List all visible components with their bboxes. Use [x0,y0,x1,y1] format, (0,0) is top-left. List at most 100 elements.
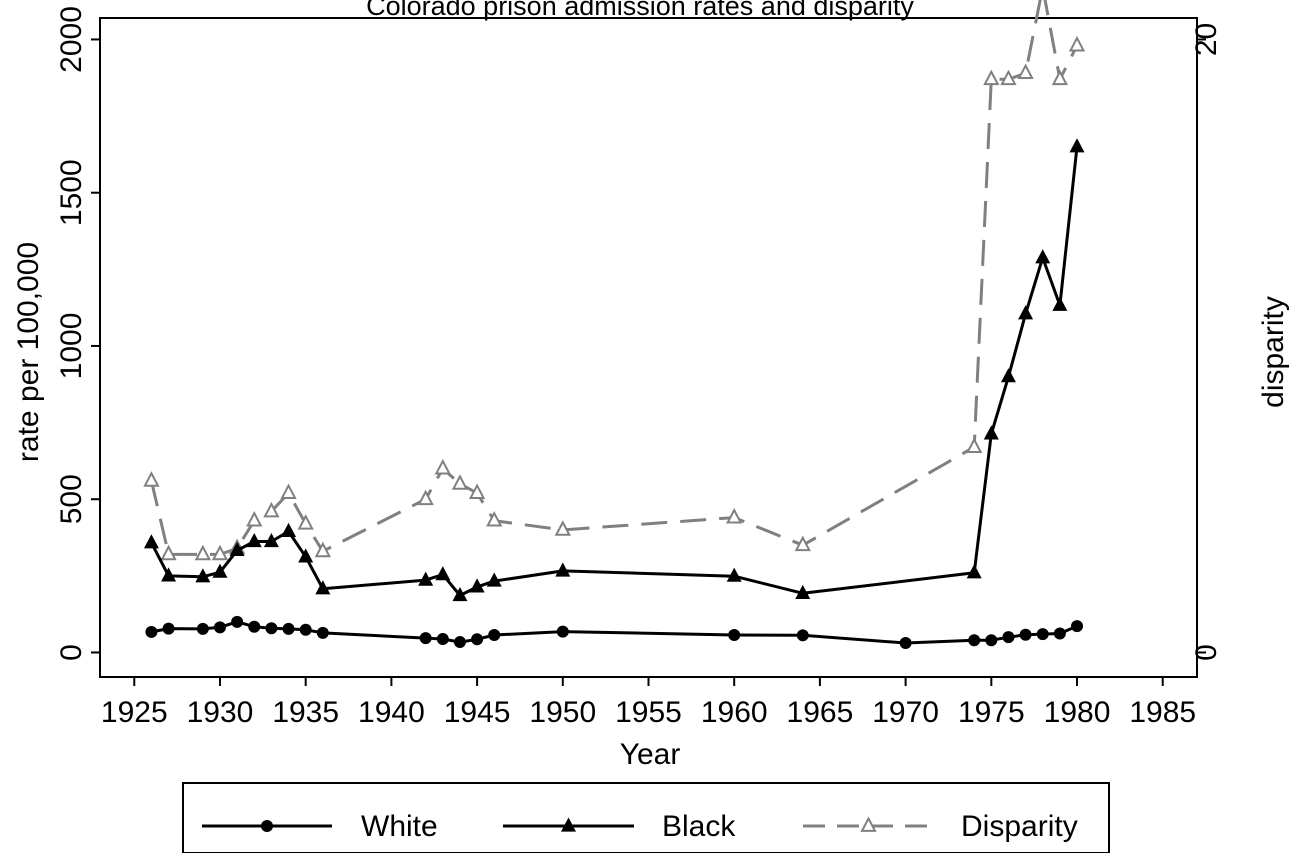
legend-box [182,782,1110,854]
data-point [434,458,451,475]
data-point [1000,368,1016,383]
x-tick-label: 1945 [444,696,511,729]
x-tick-label: 1925 [101,696,168,729]
legend-label: Disparity [961,810,1078,843]
data-point [1000,69,1017,86]
data-point [143,534,159,549]
x-tick-label: 1980 [1044,696,1111,729]
series-white [145,615,1084,649]
data-point [453,636,466,649]
data-point [1017,63,1034,80]
data-point [486,572,502,587]
y-tick-label: 0 [55,644,88,661]
data-point [728,629,741,642]
legend-marker [561,817,576,832]
data-point [194,544,211,561]
legend-item-white: White [202,810,438,843]
data-point [985,634,998,647]
data-point [966,437,983,453]
data-point [556,625,569,638]
data-point [1018,305,1034,320]
data-point [436,632,449,645]
data-point [161,567,177,582]
y2-axis-label: disparity [1257,296,1290,408]
legend-marker [261,820,273,832]
data-point [469,578,485,593]
legend-label: Black [662,810,736,843]
data-point [1002,631,1015,644]
x-axis-label: Year [620,738,681,771]
data-point [263,501,280,518]
y2-tick-label: 0 [1190,644,1223,661]
data-point [263,533,279,548]
data-point [1051,69,1069,86]
data-point [246,533,262,548]
data-point [316,626,329,639]
data-point [212,563,228,578]
data-point [162,622,175,635]
data-point [231,615,244,628]
data-point [282,622,295,635]
y-tick-label: 500 [55,474,88,524]
data-point [452,586,468,602]
legend-label: White [361,810,438,843]
data-point [471,633,484,646]
data-point [246,511,263,527]
data-point [968,634,981,647]
data-point [726,507,743,524]
data-point [248,620,261,633]
x-tick-label: 1985 [1129,696,1196,729]
data-point [966,564,982,579]
data-point [983,69,1000,86]
data-point [899,636,912,649]
data-point [555,562,571,577]
data-point [229,541,245,557]
data-point [1069,138,1085,153]
data-point [281,522,297,538]
data-point [554,520,571,536]
x-tick-label: 1955 [615,696,682,729]
y-axis-label: rate per 100,000 [12,242,45,462]
data-point [1019,628,1032,641]
data-point [417,489,434,506]
x-tick-label: 1950 [529,696,596,729]
x-tick-label: 1940 [358,696,425,729]
data-point [795,584,811,599]
data-point [314,541,331,558]
chart-title: Colorado prison admission rates and disp… [366,0,914,21]
data-point [488,629,501,642]
data-point [451,474,469,490]
y2-tick-label: 20 [1190,23,1223,56]
legend-item-disparity: Disparity [803,810,1078,843]
data-point [1036,628,1049,641]
series-disparity [143,0,1086,561]
data-point [160,544,177,561]
data-point [299,623,312,636]
x-tick-label: 1935 [272,696,339,729]
data-point [143,471,160,487]
data-point [145,625,158,638]
x-tick-label: 1965 [787,696,854,729]
data-point [1035,249,1051,264]
y-tick-label: 2000 [55,6,88,73]
data-point [213,621,226,634]
data-point [435,566,451,581]
series-line [149,0,1079,556]
x-tick-label: 1975 [958,696,1025,729]
data-point [794,535,811,552]
data-point [726,567,742,582]
series-black [143,138,1085,602]
legend-marker [860,816,877,832]
legend-item-black: Black [503,810,736,843]
y-tick-label: 1500 [55,159,88,226]
y-tick-label: 1000 [55,313,88,380]
x-tick-label: 1960 [701,696,768,729]
data-point [196,622,209,635]
plot-frame [99,17,1198,678]
data-point [796,629,809,642]
data-point [983,425,999,440]
data-point [1052,296,1068,311]
data-point [315,580,331,595]
data-point [468,483,486,499]
